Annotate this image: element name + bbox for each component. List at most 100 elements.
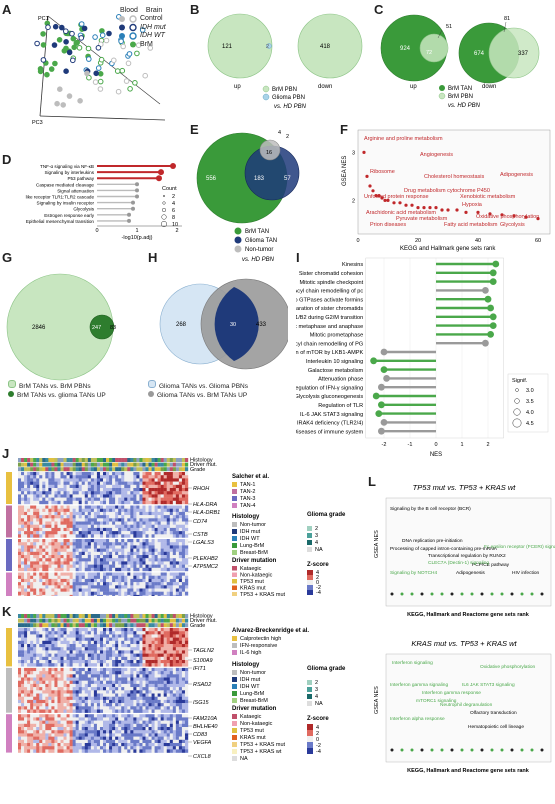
hm-cell [145,500,149,505]
hm-cell [106,521,110,525]
venn-b-legend-glioma: Glioma PBN [272,95,305,101]
hm-cell [136,481,140,485]
hm-cell [24,720,28,724]
hm-cell [60,585,64,589]
hm-cell [63,531,67,535]
hm-cell [63,677,67,681]
hm-cell [121,733,125,737]
hm-cell [81,505,85,509]
hm-cell [139,693,143,697]
hm-cell [51,488,55,492]
hm-cell [81,548,85,552]
hm-cell [51,545,55,549]
hm-cell [139,539,143,543]
hm-cell [78,671,82,675]
hm-cell [103,505,107,509]
hm-cell [157,551,161,556]
hm-cell [72,555,76,559]
hm-cell [21,640,25,645]
f-point [422,206,426,210]
hm-cell [48,733,52,737]
hm-cell [121,730,125,734]
hm-cell [60,484,64,489]
hm-cell [24,660,28,664]
hm-cell [39,746,43,750]
hm-cell [87,733,92,737]
hm-cell [21,472,25,476]
hm-cell [75,699,79,704]
hm-cell [160,515,164,519]
hm-cell [106,667,110,672]
hm-cell [54,555,58,559]
hm-cell [63,703,67,707]
hm-cell [121,561,125,565]
hm-cell [178,727,183,731]
hm-cell [78,497,82,501]
hm-cell [36,545,40,549]
hm-cell [75,720,79,724]
hm-cell [130,575,134,580]
hm-cell [112,542,116,546]
pca-point [119,67,126,74]
hm-cell [103,743,107,747]
hm-cell [166,497,170,501]
hm-cell [33,564,37,568]
hm-cell [39,545,43,549]
hm-cell [30,674,34,678]
hm-cell [36,650,40,654]
hm-cell [51,727,55,731]
hm-cell [124,690,128,694]
hm-cell [78,555,82,559]
hm-cell [142,481,146,485]
hm-cell [124,582,128,586]
hm-cell [96,690,101,694]
hm-cell [154,564,158,568]
hm-cell [148,660,152,664]
hm-cell [66,706,70,710]
hm-cell [66,564,70,568]
hm-cell [42,687,46,691]
hm-cell [63,717,67,721]
hm-cell [145,531,149,535]
hm-cell [139,491,143,495]
i-point [489,322,497,329]
hm-cell [27,591,31,596]
hm-cell [157,481,161,485]
hm-cell [163,548,167,552]
hm-track-cell [154,462,158,467]
hm-cell [72,706,76,710]
hm-cell [39,650,43,654]
hm-track-cell [178,614,183,618]
hm-cell [163,680,167,685]
hm-cell [109,491,113,495]
hm-cell [184,727,189,731]
hm-cell [54,488,58,492]
hm-cell [66,551,70,556]
hm-cell [184,588,189,592]
hm-cell [124,555,128,559]
hm-cell [172,591,177,596]
hm-cell [39,637,43,641]
hm-track-cell [45,614,49,618]
hm-cell [21,723,25,728]
hm-cell [87,736,92,740]
hm-track-cell [36,458,40,462]
hm-cell [99,491,104,495]
hm-cell [45,634,49,638]
hm-cell [54,749,58,753]
hm-cell [39,518,43,522]
hm-track-cell [151,458,155,462]
hm-cell [109,687,113,691]
hm-cell [18,739,22,744]
hm-cell [36,634,40,638]
hm-cell [139,500,143,505]
hm-cell [30,491,34,495]
venn-c-down-main: 674 [474,51,485,57]
hm-cell [163,594,167,596]
hm-cell [66,515,70,519]
i-point [492,260,500,268]
hm-cell [124,637,128,641]
hm-cell [60,567,64,572]
hm-cell [169,640,174,645]
hm-cell [93,703,98,707]
